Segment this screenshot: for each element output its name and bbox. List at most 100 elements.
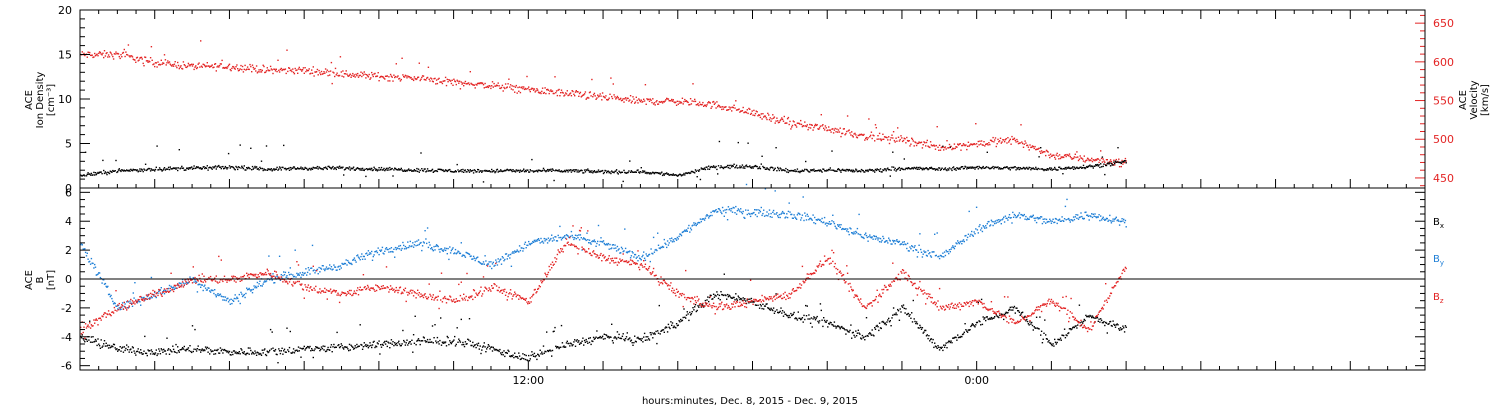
bx-point [1016, 307, 1018, 309]
bx-point [597, 337, 599, 339]
by-point [87, 258, 89, 260]
velocity-point [177, 64, 180, 67]
bx-point [122, 351, 125, 353]
velocity-point [709, 102, 711, 104]
density-point [998, 167, 1001, 169]
density-point [531, 158, 533, 161]
bx-point [498, 350, 500, 353]
bx-point [1003, 314, 1006, 316]
velocity-point [942, 146, 944, 149]
bx-point [1089, 314, 1091, 317]
bx-point [495, 348, 497, 351]
by-point [795, 218, 798, 220]
by-point [135, 299, 137, 301]
velocity-point [932, 145, 934, 147]
bx-point [317, 347, 319, 349]
density-point [251, 165, 254, 168]
bx-point [1008, 309, 1010, 312]
velocity-point [962, 143, 965, 145]
by-point [230, 298, 232, 300]
velocity-point [115, 51, 117, 53]
density-point [397, 169, 399, 171]
velocity-point [429, 80, 431, 82]
velocity-point [986, 143, 988, 145]
bx-point [1090, 315, 1092, 317]
velocity-point [768, 119, 771, 121]
velocity-point [880, 139, 882, 142]
density-point [1004, 166, 1007, 169]
bx-point [850, 324, 852, 326]
density-point [256, 168, 259, 170]
bx-point [1060, 339, 1062, 341]
by-point [578, 234, 580, 236]
density-point [719, 167, 721, 169]
velocity-point [598, 95, 600, 97]
density-point [1039, 168, 1041, 170]
density-point [107, 171, 109, 173]
by-point [398, 248, 401, 250]
density-point [594, 171, 596, 173]
velocity-point [520, 87, 522, 89]
density-point [254, 165, 256, 168]
velocity-point [315, 71, 317, 73]
bx-point [972, 324, 974, 326]
by-point [574, 234, 577, 236]
velocity-point [831, 128, 833, 130]
density-point [875, 169, 877, 172]
bx-point [949, 341, 951, 344]
by-point [458, 251, 460, 253]
bx-point [667, 323, 670, 326]
by-point [361, 258, 364, 260]
bx-point [765, 303, 767, 305]
velocity-point [1101, 161, 1104, 163]
velocity-point [536, 88, 538, 90]
bx-point [432, 342, 434, 344]
density-point [163, 168, 165, 170]
by-point [551, 240, 554, 242]
bx-point [951, 342, 953, 344]
density-point [98, 172, 100, 174]
velocity-point [445, 84, 448, 87]
bx-point [685, 314, 688, 316]
bx-point [446, 335, 448, 338]
velocity-point [791, 124, 794, 127]
density-point [712, 165, 715, 167]
velocity-point [570, 95, 573, 97]
bx-point [279, 352, 282, 355]
by-point [157, 292, 159, 294]
by-point [869, 236, 872, 238]
density-point [425, 171, 427, 173]
by-point [840, 224, 842, 226]
velocity-point [723, 106, 725, 108]
by-point [288, 274, 291, 276]
density-point [200, 168, 203, 170]
velocity-point [371, 71, 373, 74]
velocity-point [781, 118, 784, 121]
velocity-point [280, 67, 282, 70]
density-point [541, 170, 543, 172]
by-point [993, 221, 995, 223]
density-point [555, 169, 557, 171]
by-point [984, 227, 986, 229]
by-point [623, 250, 625, 252]
bx-point [909, 314, 911, 316]
density-point [647, 171, 649, 174]
bx-point [181, 348, 183, 350]
density-point [980, 167, 982, 169]
velocity-point [828, 129, 831, 131]
density-point [652, 171, 654, 173]
by-point [405, 248, 407, 250]
velocity-point [955, 146, 957, 148]
bx-point [670, 321, 672, 323]
velocity-point [300, 69, 302, 71]
bx-point [598, 336, 600, 339]
density-point [380, 166, 383, 169]
bx-point [439, 339, 441, 342]
by-point [478, 261, 480, 263]
density-point [768, 169, 771, 171]
bx-point [149, 350, 151, 352]
bx-point [1095, 317, 1097, 319]
density-point [745, 164, 748, 166]
bx-point [625, 336, 628, 338]
velocity-point [1025, 142, 1027, 144]
